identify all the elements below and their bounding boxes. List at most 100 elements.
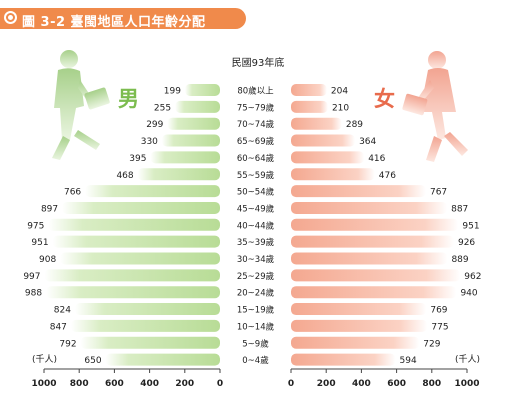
male-bar [137,168,220,181]
female-bar [291,353,396,366]
male-value-label: 468 [116,171,133,181]
age-group-label: 30~34歲 [237,254,275,265]
female-tick-label: 800 [422,379,441,389]
male-bar [150,151,220,164]
male-value-label: 897 [41,204,58,214]
female-tick-label: 200 [317,379,336,389]
male-figure-icon [52,50,110,160]
male-value-label: 988 [25,289,42,299]
male-bar [80,336,220,349]
male-bar [105,353,220,366]
female-bar [291,336,420,349]
female-series-label: 女 [374,87,395,111]
female-tick-label: 400 [352,379,371,389]
male-tick-label: 800 [70,379,89,389]
female-bar [291,218,459,231]
female-bar [291,286,457,299]
male-value-label: 975 [27,221,44,231]
male-bar [52,235,221,248]
age-group-label: 45~49歲 [237,203,275,214]
bullet-circle-icon [4,11,17,24]
age-group-label: 60~64歲 [237,153,275,164]
male-value-label: 650 [84,356,101,366]
male-tick-label: 400 [140,379,159,389]
male-unit-label: (千人) [32,354,57,365]
female-unit-label: (千人) [455,354,480,365]
axis-ticks: 1000 800 600 400 200 0 0 200 400 600 800 1000 [31,369,480,389]
male-bar [184,84,220,96]
female-bar [291,235,454,248]
female-bar [291,100,328,113]
female-value-label: 210 [332,103,349,113]
female-value-label: 767 [430,188,447,198]
female-figure-icon [402,51,468,162]
age-group-label: 20~24歲 [237,288,275,299]
female-bar [291,269,461,282]
male-value-label: 395 [129,154,146,164]
age-group-label: 15~19歲 [237,305,275,316]
female-value-label: 951 [462,221,479,231]
age-group-label: 65~69歲 [237,136,275,147]
age-group-label: 10~14歲 [237,321,275,332]
female-value-label: 476 [379,171,396,181]
female-bar [291,303,427,316]
male-value-label: 997 [23,272,40,282]
female-bar [291,151,365,164]
female-value-label: 204 [331,87,348,97]
male-value-label: 299 [146,120,163,130]
female-bar [291,319,428,332]
female-bar [291,134,356,147]
male-value-label: 255 [154,103,171,113]
male-value-label: 330 [141,137,158,147]
male-bar [175,100,220,113]
male-value-label: 792 [59,339,76,349]
female-value-label: 729 [423,339,440,349]
male-bar [161,134,220,147]
age-group-label: 0~4歲 [242,355,269,366]
male-tick-label: 0 [217,379,223,389]
male-bar [48,218,221,231]
male-tick-label: 1000 [31,379,56,389]
female-bars [291,84,461,366]
age-group-label: 35~39歲 [237,237,275,248]
female-tick-label: 1000 [454,379,479,389]
age-group-label: 70~74歲 [237,119,275,130]
age-group-labels: 80歲以上 75~79歲 70~74歲 65~69歲 60~64歲 55~59歲 50~54… [237,86,275,367]
female-value-label: 940 [460,289,477,299]
male-bar [62,201,221,214]
female-value-label: 889 [451,255,468,265]
female-value-label: 926 [458,238,475,248]
male-value-label: 824 [54,306,71,316]
male-value-label: 951 [31,238,48,248]
male-series-label: 男 [118,87,139,111]
chart-subtitle: 民國93年底 [232,56,285,69]
male-bar [74,303,220,316]
male-tick-label: 200 [175,379,194,389]
male-bar [167,117,220,130]
female-value-label: 289 [346,120,363,130]
male-value-label: 766 [64,188,81,198]
female-tick-label: 600 [387,379,406,389]
female-bar [291,117,342,130]
age-group-label: 80歲以上 [237,86,274,97]
male-value-label: 908 [39,255,56,265]
age-group-label: 50~54歲 [237,187,275,198]
female-tick-label: 0 [288,379,294,389]
female-bar [291,252,448,265]
figure-title: 圖 3-2 臺閩地區人口年齡分配 [22,11,206,30]
age-group-label: 25~29歲 [237,271,275,282]
female-bar [291,84,327,96]
male-value-label: 847 [50,322,67,332]
male-bar [44,269,220,282]
male-value-label: 199 [164,87,181,97]
female-bar [291,168,375,181]
female-bar [291,201,448,214]
female-value-label: 962 [464,272,481,282]
figure-title-text: 臺閩地區人口年齡分配 [70,15,206,30]
age-group-label: 55~59歲 [237,170,275,181]
male-bar [60,252,220,265]
male-bar [70,319,220,332]
age-group-label: 40~44歲 [237,220,275,231]
female-bar [291,185,426,198]
